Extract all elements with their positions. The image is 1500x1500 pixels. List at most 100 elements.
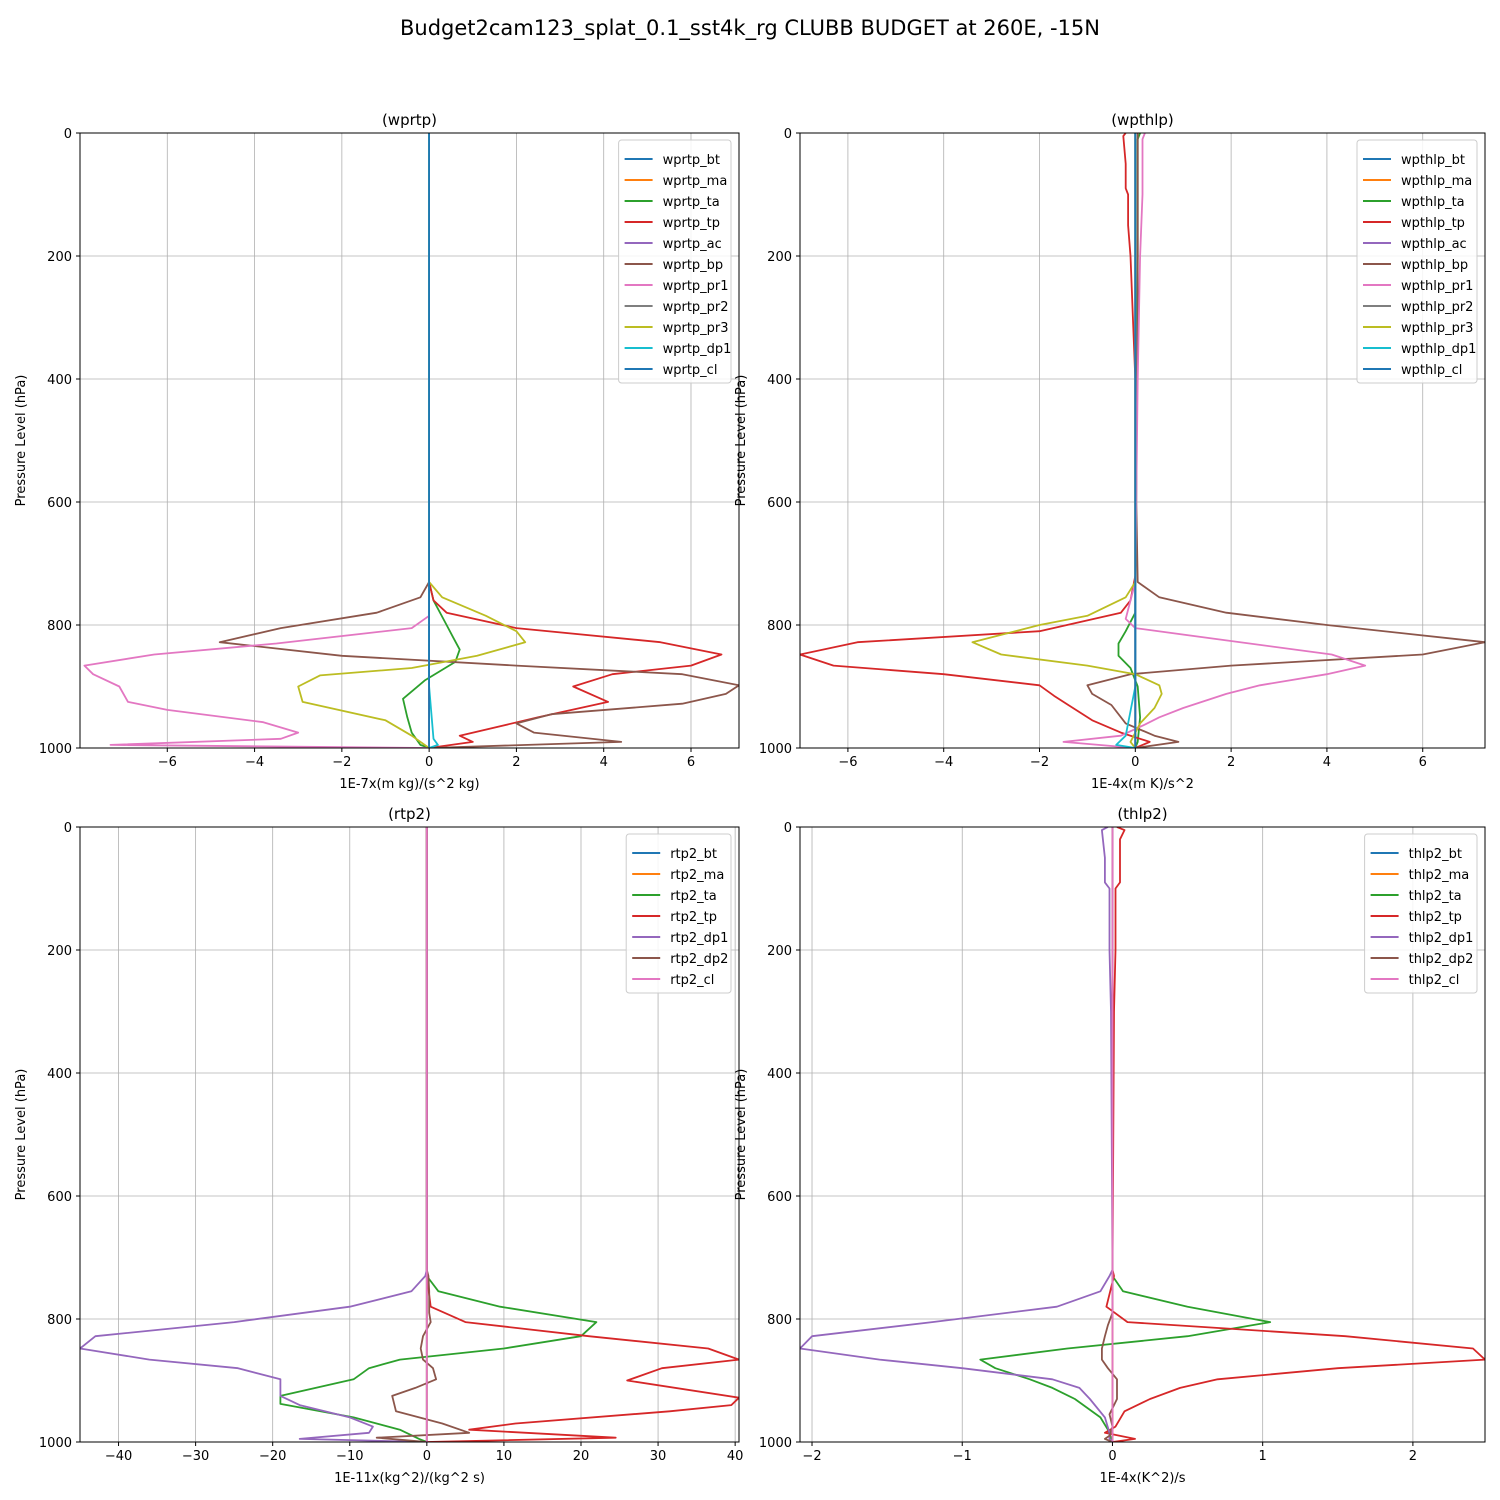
- x-tick-label: 40: [727, 1449, 744, 1464]
- legend-item-wprtp_pr2: wprtp_pr2: [624, 300, 729, 315]
- y-tick-label: 600: [767, 496, 792, 511]
- legend-label: wpthlp_tp: [1401, 216, 1465, 231]
- series-line-rtp2_dp2: [375, 827, 471, 1442]
- legend-label: wprtp_pr3: [663, 321, 729, 336]
- y-tick-label: 200: [47, 250, 72, 265]
- legend-item-wpthlp_pr3: wpthlp_pr3: [1363, 321, 1473, 336]
- legend-label: wpthlp_cl: [1401, 363, 1462, 378]
- legend-item-wpthlp_cl: wpthlp_cl: [1363, 363, 1462, 378]
- legend-item-rtp2_cl: rtp2_cl: [632, 973, 714, 988]
- y-tick-label: 1000: [39, 742, 72, 757]
- legend-item-wprtp_ma: wprtp_ma: [624, 174, 728, 189]
- y-tick-label: 0: [784, 127, 792, 142]
- series-lines: [83, 133, 739, 748]
- axes-frame: [799, 826, 1486, 1443]
- x-tick-label: −20: [259, 1449, 286, 1464]
- legend-item-thlp2_cl: thlp2_cl: [1370, 973, 1460, 988]
- legend-label: wprtp_ta: [663, 195, 720, 210]
- x-tick-label: 0: [1131, 755, 1139, 770]
- legend: wprtp_bt wprtp_ma wprtp_ta wprtp_tp wprtp_ac…: [618, 139, 732, 384]
- subplot-title: (rtp2): [388, 805, 431, 823]
- x-tick-label: 0: [425, 755, 433, 770]
- y-tick-label: 1000: [759, 742, 792, 757]
- legend: thlp2_bt thlp2_ma thlp2_ta thlp2_tp thlp2_dp…: [1364, 833, 1478, 994]
- legend-label: wpthlp_bp: [1401, 258, 1468, 273]
- x-tick-label: 2: [512, 755, 520, 770]
- subplot-title: (wpthlp): [1111, 111, 1174, 129]
- series-line-wpthlp_tp: [800, 133, 1151, 748]
- y-tick-label: 0: [784, 821, 792, 836]
- legend-item-rtp2_dp2: rtp2_dp2: [632, 952, 728, 967]
- legend: rtp2_bt rtp2_ma rtp2_ta rtp2_tp rtp2_dp1 rtp2…: [625, 833, 732, 994]
- y-tick-label: 400: [767, 1067, 792, 1082]
- x-tick-label: −30: [182, 1449, 209, 1464]
- legend-label: wpthlp_pr1: [1401, 279, 1473, 294]
- series-line-wprtp_dp1: [428, 133, 439, 748]
- legend-item-thlp2_tp: thlp2_tp: [1370, 910, 1462, 925]
- subplot-grid: −6 −4 −2 0 2 4 602004006008001000(wprtp)1E-7x(…: [14, 111, 1486, 1486]
- legend-label: thlp2_bt: [1409, 847, 1462, 862]
- x-tick-label: −1: [953, 1449, 972, 1464]
- y-tick-label: 0: [64, 821, 72, 836]
- x-tick-label: 10: [496, 1449, 513, 1464]
- x-axis-label: 1E-4x(m K)/s^2: [1091, 777, 1194, 792]
- legend-label: wpthlp_pr3: [1401, 321, 1473, 336]
- legend-item-wpthlp_ta: wpthlp_ta: [1363, 195, 1465, 210]
- x-tick-label: −6: [838, 755, 857, 770]
- y-tick-label: 1000: [39, 1436, 72, 1451]
- legend-item-thlp2_bt: thlp2_bt: [1370, 847, 1462, 862]
- x-tick-label: −6: [158, 755, 177, 770]
- series-line-wprtp_pr3: [297, 133, 527, 748]
- legend-label: wprtp_cl: [663, 363, 718, 378]
- legend-item-wpthlp_bp: wpthlp_bp: [1363, 258, 1468, 273]
- legend-label: wprtp_pr2: [663, 300, 729, 315]
- x-axis-label: 1E-4x(K^2)/s: [1099, 1471, 1185, 1486]
- y-axis-label: Pressure Level (hPa): [734, 1069, 749, 1201]
- series-lines: [800, 827, 1485, 1442]
- legend-item-wpthlp_ma: wpthlp_ma: [1363, 174, 1472, 189]
- legend-label: thlp2_ma: [1409, 868, 1470, 883]
- y-axis-label: Pressure Level (hPa): [14, 375, 29, 507]
- legend-label: wpthlp_bt: [1401, 153, 1465, 168]
- series-lines: [800, 133, 1485, 748]
- series-line-wprtp_ta: [402, 133, 461, 748]
- series-line-wpthlp_pr3: [971, 133, 1163, 748]
- subplot-0: −6 −4 −2 0 2 4 6 0 200 400 600 800 1000 (wprtp) 1E-7x(…: [14, 111, 740, 792]
- legend-label: wprtp_bt: [663, 153, 720, 168]
- series-line-thlp2_dp1: [800, 827, 1114, 1442]
- legend-item-wpthlp_bt: wpthlp_bt: [1363, 153, 1465, 168]
- legend-label: wpthlp_ta: [1401, 195, 1465, 210]
- legend-item-thlp2_ta: thlp2_ta: [1370, 889, 1462, 904]
- y-tick-label: 400: [767, 373, 792, 388]
- x-tick-label: −2: [332, 755, 351, 770]
- legend-item-wpthlp_tp: wpthlp_tp: [1363, 216, 1465, 231]
- x-tick-label: 4: [600, 755, 608, 770]
- x-tick-label: −2: [802, 1449, 821, 1464]
- legend: wpthlp_bt wpthlp_ma wpthlp_ta wpthlp_tpwpth…: [1356, 139, 1478, 384]
- x-tick-label: 0: [423, 1449, 431, 1464]
- x-axis-label: 1E-7x(m kg)/(s^2 kg): [339, 777, 479, 792]
- series-line-wprtp_pr1: [83, 133, 431, 748]
- legend-label: wprtp_ma: [663, 174, 728, 189]
- legend-label: wpthlp_ma: [1401, 174, 1472, 189]
- y-tick-label: 400: [47, 373, 72, 388]
- legend-label: thlp2_cl: [1409, 973, 1460, 988]
- y-tick-label: 600: [47, 496, 72, 511]
- x-tick-label: 6: [1419, 755, 1427, 770]
- x-tick-label: −2: [1030, 755, 1049, 770]
- legend-label: rtp2_ta: [670, 889, 717, 904]
- legend-item-wprtp_bt: wprtp_bt: [624, 153, 720, 168]
- series-line-wpthlp_bp: [1086, 133, 1485, 748]
- legend-item-wpthlp_pr1: wpthlp_pr1: [1363, 279, 1473, 294]
- legend-item-wpthlp_pr2: wpthlp_pr2: [1363, 300, 1473, 315]
- legend-label: wpthlp_ac: [1401, 237, 1467, 252]
- legend-item-wprtp_ta: wprtp_ta: [624, 195, 720, 210]
- legend-item-wprtp_pr1: wprtp_pr1: [624, 279, 729, 294]
- legend-item-wpthlp_dp1: wpthlp_dp1: [1363, 342, 1476, 357]
- legend-label: rtp2_dp1: [670, 931, 728, 946]
- series-line-thlp2_tp: [1104, 827, 1485, 1442]
- x-tick-label: 4: [1323, 755, 1331, 770]
- legend-item-rtp2_ma: rtp2_ma: [632, 868, 724, 883]
- legend-label: rtp2_tp: [670, 910, 717, 925]
- x-tick-label: −10: [336, 1449, 363, 1464]
